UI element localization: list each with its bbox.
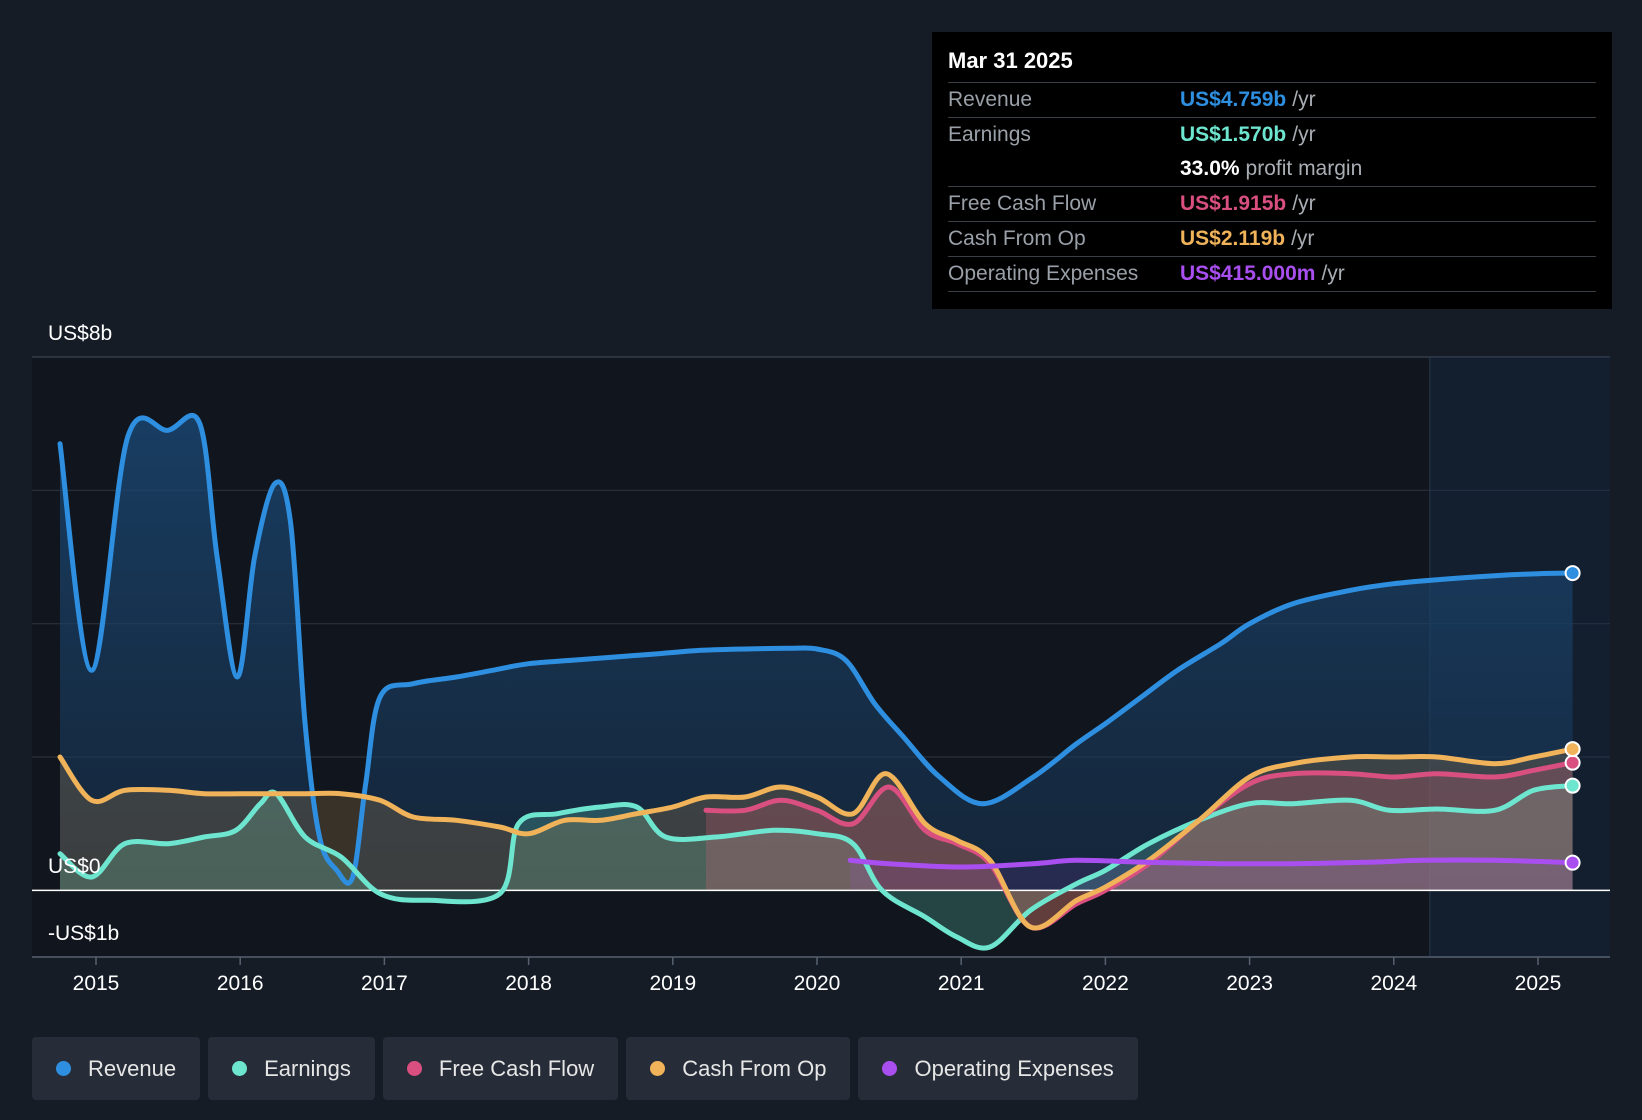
series-lines bbox=[57, 413, 1576, 951]
revenue-line bbox=[57, 413, 1576, 886]
cash-from-op-end-dot bbox=[1564, 741, 1581, 758]
free-cash-flow-line bbox=[703, 760, 1576, 931]
cash-from-op-line bbox=[57, 746, 1576, 931]
tooltip-panel: Mar 31 2025 Revenue US$4.759b /yr Earnin… bbox=[932, 32, 1612, 309]
tooltip-label bbox=[948, 152, 1180, 186]
x-tick-label: 2017 bbox=[361, 972, 408, 995]
legend-label: Free Cash Flow bbox=[438, 1055, 595, 1081]
tooltip-row-cfo: Cash From Op US$2.119b /yr bbox=[948, 222, 1596, 257]
free-cash-flow-area bbox=[706, 762, 1573, 929]
tooltip-value: US$1.915b bbox=[1180, 192, 1287, 215]
free-cash-flow-end-dot bbox=[1564, 754, 1581, 771]
legend-item-cash-from-op[interactable]: Cash From Op bbox=[626, 1037, 851, 1100]
x-tick-label: 2015 bbox=[73, 972, 120, 995]
tooltip-unit: /yr bbox=[1292, 192, 1316, 215]
x-tick-label: 2023 bbox=[1226, 972, 1273, 995]
revenue-area bbox=[60, 415, 1573, 891]
tooltip-date: Mar 31 2025 bbox=[948, 46, 1596, 83]
x-tick-label: 2018 bbox=[505, 972, 552, 995]
legend-label: Revenue bbox=[88, 1055, 177, 1081]
tooltip-unit: /yr bbox=[1321, 262, 1345, 285]
tooltip-value: US$415.000m bbox=[1180, 262, 1316, 285]
legend-item-revenue[interactable]: Revenue bbox=[32, 1037, 201, 1100]
tooltip-value: US$2.119b bbox=[1180, 227, 1286, 250]
x-tick-label: 2016 bbox=[217, 972, 264, 995]
tooltip-unit: profit margin bbox=[1245, 157, 1363, 180]
tooltip-row-margin: 33.0% profit margin bbox=[948, 152, 1596, 187]
cash-from-op-area bbox=[60, 749, 1573, 929]
legend-label: Earnings bbox=[264, 1055, 351, 1081]
earnings-line bbox=[57, 783, 1576, 951]
x-tick-label: 2025 bbox=[1515, 972, 1562, 995]
operating-expenses-area bbox=[850, 860, 1573, 891]
tooltip-row-fcf: Free Cash Flow US$1.915b /yr bbox=[948, 187, 1596, 222]
legend-item-free-cash-flow[interactable]: Free Cash Flow bbox=[382, 1037, 619, 1100]
y-label-bottom: -US$1b bbox=[48, 922, 119, 945]
revenue-end-dot bbox=[1564, 565, 1581, 582]
x-tick-label: 2019 bbox=[649, 972, 696, 995]
tooltip-value: 33.0% bbox=[1180, 157, 1240, 180]
tooltip-unit: /yr bbox=[1291, 227, 1315, 250]
operating-expenses-end-dot bbox=[1564, 854, 1581, 871]
x-tick-label: 2024 bbox=[1370, 972, 1417, 995]
operating-expenses-dot-icon bbox=[882, 1061, 898, 1076]
legend-item-earnings[interactable]: Earnings bbox=[208, 1037, 375, 1100]
tooltip-label: Earnings bbox=[948, 123, 1031, 146]
tooltip-row-earnings: Earnings US$1.570b /yr bbox=[948, 118, 1596, 152]
legend: Revenue Earnings Free Cash Flow Cash Fro… bbox=[32, 1037, 1138, 1100]
tooltip-unit: /yr bbox=[1292, 88, 1316, 111]
x-tick-label: 2022 bbox=[1082, 972, 1129, 995]
legend-label: Cash From Op bbox=[682, 1055, 827, 1081]
earnings-end-dot bbox=[1564, 777, 1581, 794]
tooltip-label: Operating Expenses bbox=[948, 262, 1139, 285]
tooltip-row-revenue: Revenue US$4.759b /yr bbox=[948, 83, 1596, 118]
x-tick-label: 2021 bbox=[938, 972, 985, 995]
series-end-dots bbox=[1564, 565, 1581, 871]
revenue-dot-icon bbox=[56, 1061, 71, 1076]
y-label-zero: US$0 bbox=[48, 855, 101, 878]
tooltip-unit: /yr bbox=[1292, 123, 1316, 146]
tooltip-label: Revenue bbox=[948, 88, 1033, 111]
x-axis: 2015 2016 2017 2018 2019 2020 2021 2022 2023 2024… bbox=[73, 957, 1562, 995]
free-cash-flow-dot-icon bbox=[406, 1061, 422, 1076]
x-tick-label: 2020 bbox=[794, 972, 841, 995]
operating-expenses-line bbox=[847, 857, 1576, 870]
tooltip-value: US$4.759b bbox=[1180, 88, 1287, 111]
tooltip-row-opex: Operating Expenses US$415.000m /yr bbox=[948, 257, 1596, 292]
tooltip-value: US$1.570b bbox=[1180, 123, 1287, 146]
y-label-top: US$8b bbox=[48, 322, 112, 345]
tooltip-label: Free Cash Flow bbox=[948, 192, 1097, 215]
tooltip-label: Cash From Op bbox=[948, 227, 1086, 250]
cash-from-op-dot-icon bbox=[650, 1061, 666, 1076]
earnings-dot-icon bbox=[232, 1061, 248, 1076]
legend-item-operating-expenses[interactable]: Operating Expenses bbox=[858, 1037, 1138, 1100]
legend-label: Operating Expenses bbox=[914, 1055, 1114, 1081]
